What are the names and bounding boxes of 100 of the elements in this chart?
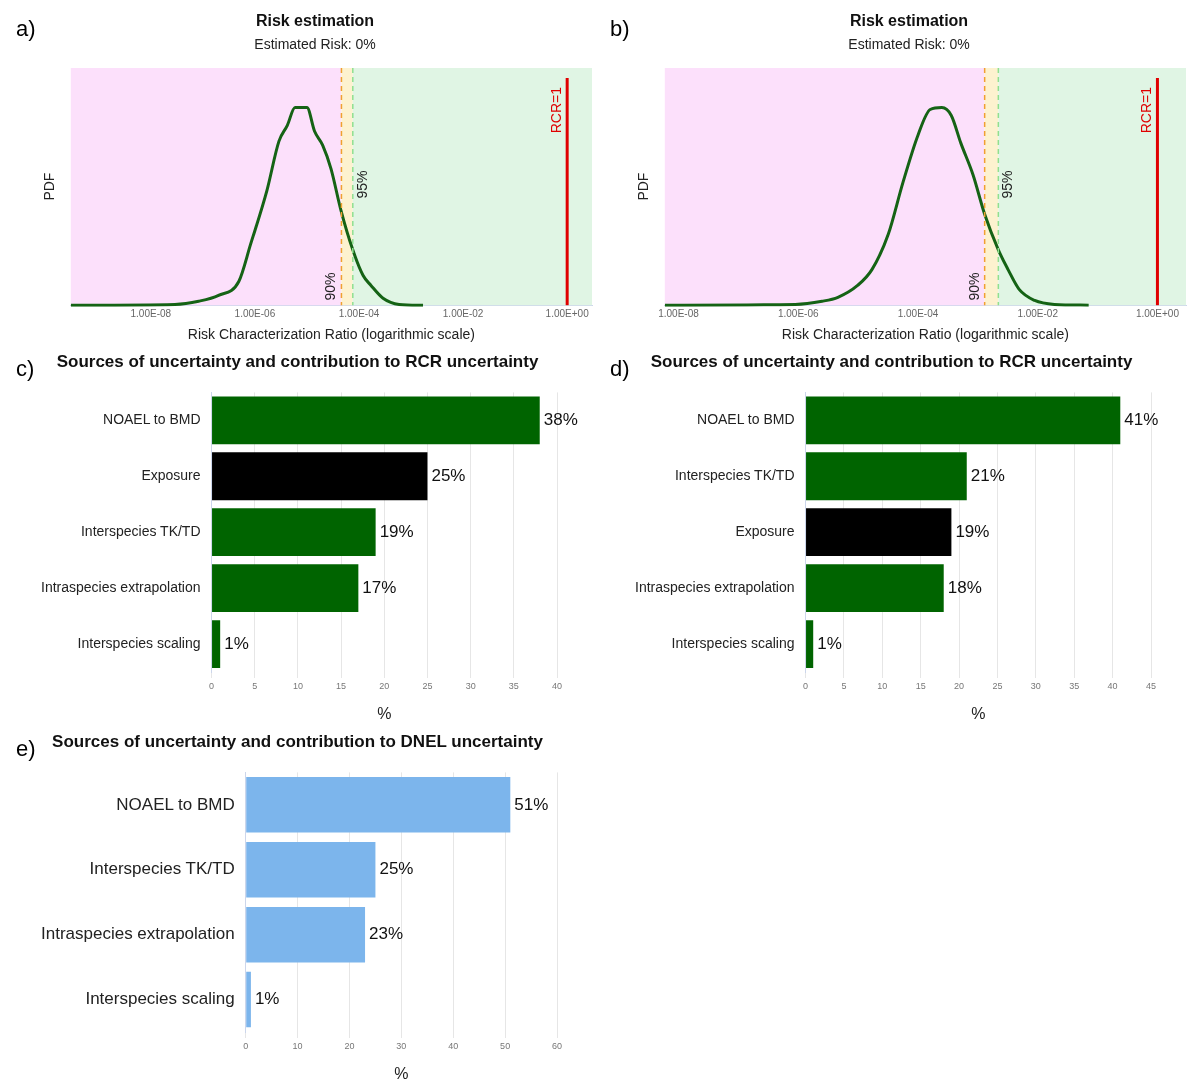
bar [212, 564, 359, 613]
data-label: 23% [369, 924, 404, 944]
x-tick-label: 5 [252, 680, 258, 691]
data-label: 17% [362, 577, 397, 597]
chart-subtitle: Estimated Risk: 0% [254, 36, 376, 53]
x-tick-label: 25 [422, 680, 433, 691]
x-tick-label: 1.00E-08 [130, 307, 172, 319]
x-tick-label: 10 [292, 1040, 303, 1051]
ref-line-label: RCR=1 [548, 86, 565, 134]
x-tick-label: 1.00E-02 [1017, 307, 1059, 319]
x-tick-label: 35 [1069, 680, 1080, 691]
bar [246, 777, 511, 833]
x-tick-label: 1.00E-04 [897, 307, 939, 319]
x-tick-label: 20 [344, 1040, 355, 1051]
x-tick-label: 5 [841, 680, 847, 691]
text: b) [610, 16, 630, 42]
bar [806, 452, 967, 501]
annotation: 90% [322, 272, 339, 301]
bar [806, 396, 1121, 445]
x-tick-label: 0 [209, 680, 215, 691]
data-label: 18% [947, 577, 982, 597]
data-label: 21% [970, 465, 1005, 485]
x-tick-label: 15 [915, 680, 926, 691]
x-tick-label: 1.00E+00 [1135, 307, 1180, 319]
x-tick-label: 1.00E-08 [658, 307, 700, 319]
annotation: 90% [965, 272, 982, 301]
bar [212, 508, 376, 557]
y-tick-label: NOAEL to BMD [103, 411, 201, 428]
y-tick-label: NOAEL to BMD [116, 794, 235, 814]
x-tick-label: 35 [508, 680, 519, 691]
x-tick-label: 20 [954, 680, 965, 691]
data-label: 1% [254, 989, 280, 1009]
y-axis-title: PDF [41, 172, 58, 201]
text: c) [16, 356, 35, 382]
data-label: 1% [224, 633, 249, 653]
y-tick-label: Interspecies scaling [671, 634, 795, 651]
text: e) [16, 736, 36, 762]
y-axis-title: PDF [635, 172, 652, 201]
annotation: 95% [353, 170, 370, 199]
x-tick-label: 40 [448, 1040, 459, 1051]
x-tick-label: 40 [551, 680, 563, 691]
chart-title: Risk estimation [849, 12, 969, 30]
x-tick-label: 10 [877, 680, 888, 691]
x-tick-label: 10 [292, 680, 303, 691]
x-axis-title: % [971, 704, 986, 722]
text: d) [610, 356, 630, 382]
y-tick-label: Interspecies scaling [85, 989, 235, 1009]
chart-title: Sources of uncertainty and contribution to DNEL uncertainty [52, 731, 544, 751]
bar [212, 396, 540, 445]
x-tick-label: 50 [500, 1040, 511, 1051]
data-label: 51% [514, 794, 549, 814]
x-tick-label: 30 [1030, 680, 1041, 691]
y-tick-label: Interspecies scaling [77, 634, 201, 651]
y-tick-label: NOAEL to BMD [697, 411, 795, 428]
y-tick-label: Intraspecies extrapolation [40, 578, 201, 595]
ref-line-label: RCR=1 [1138, 86, 1155, 134]
x-tick-label: 0 [803, 680, 809, 691]
text: a) [16, 16, 36, 42]
bar [246, 842, 376, 898]
x-axis-title: Risk Characterization Ratio (logarithmic scale) [187, 326, 475, 343]
x-tick-label: 15 [336, 680, 347, 691]
x-axis-title: Risk Characterization Ratio (logarithmic scale) [781, 326, 1069, 343]
y-tick-label: Interspecies TK/TD [674, 467, 795, 484]
bar [806, 620, 814, 668]
x-tick-label: 1.00E-06 [234, 307, 276, 319]
x-axis-title: % [394, 1064, 409, 1082]
chart-title: Risk estimation [255, 12, 375, 30]
y-tick-label: Interspecies TK/TD [89, 859, 235, 879]
data-label: 25% [431, 465, 466, 485]
bar [246, 971, 251, 1028]
x-tick-label: 60 [551, 1040, 563, 1051]
data-label: 41% [1124, 410, 1159, 430]
data-label: 19% [379, 521, 414, 541]
bar [212, 452, 428, 501]
data-label: 38% [543, 410, 578, 430]
bar [806, 508, 952, 557]
x-tick-label: 1.00E-06 [777, 307, 819, 319]
x-tick-label: 0 [243, 1040, 249, 1051]
y-tick-label: Intraspecies extrapolation [40, 924, 235, 944]
x-tick-label: 1.00E+00 [545, 307, 590, 319]
data-label: 25% [379, 859, 414, 879]
bar [806, 564, 944, 613]
bar [246, 906, 366, 963]
x-tick-label: 30 [465, 680, 476, 691]
x-tick-label: 1.00E-04 [338, 307, 380, 319]
x-tick-label: 30 [396, 1040, 407, 1051]
data-label: 1% [817, 633, 842, 653]
x-tick-label: 20 [379, 680, 390, 691]
y-tick-label: Intraspecies extrapolation [634, 578, 795, 595]
y-tick-label: Interspecies TK/TD [80, 523, 201, 540]
chart-subtitle: Estimated Risk: 0% [848, 36, 970, 53]
x-tick-label: 40 [1107, 680, 1118, 691]
y-tick-label: Exposure [141, 467, 201, 484]
data-label: 19% [955, 521, 990, 541]
x-tick-label: 25 [992, 680, 1003, 691]
bar [212, 620, 221, 668]
chart-title: Sources of uncertainty and contribution to RCR uncertainty [56, 351, 539, 371]
x-tick-label: 1.00E-02 [442, 307, 484, 319]
x-tick-label: 45 [1145, 680, 1157, 691]
chart-title: Sources of uncertainty and contribution to RCR uncertainty [650, 351, 1133, 371]
